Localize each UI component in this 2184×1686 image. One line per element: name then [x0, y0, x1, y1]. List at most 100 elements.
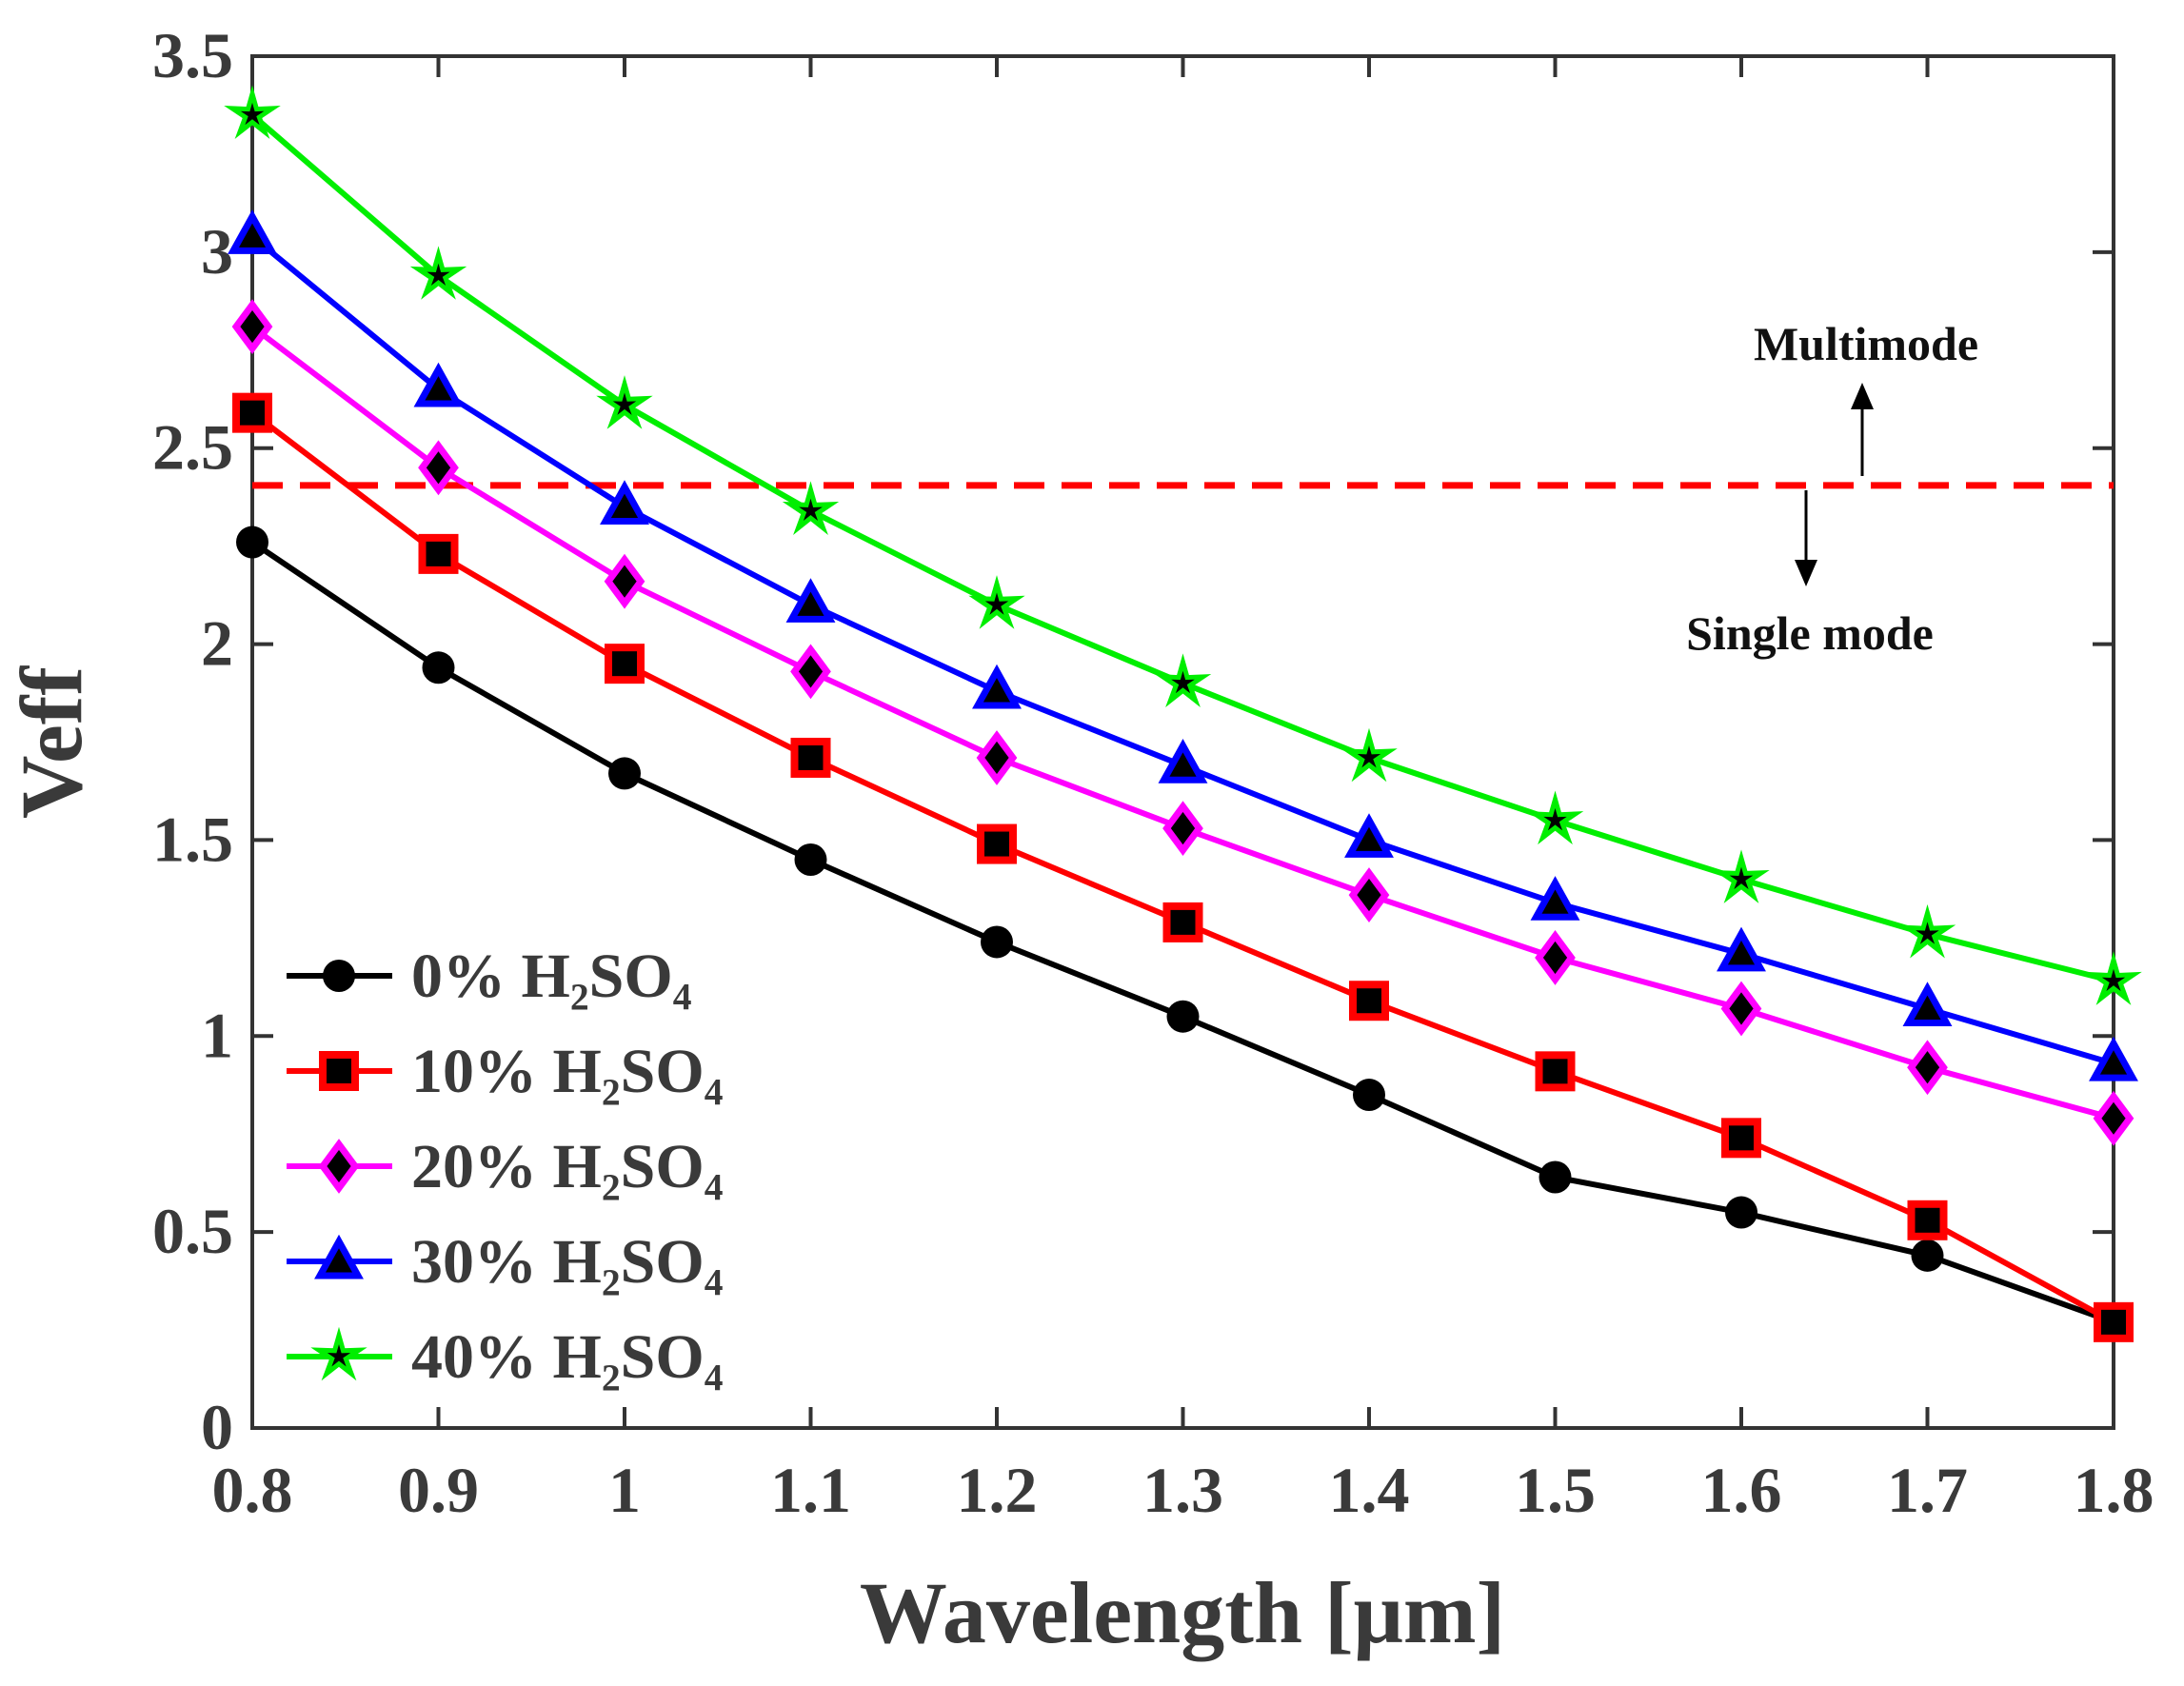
- diamond-marker: [418, 440, 459, 496]
- x-axis-label: Wavelength [μm]: [860, 1564, 1505, 1661]
- diamond-marker: [1348, 867, 1390, 922]
- circle-marker: [794, 843, 827, 877]
- y-tick-label: 0.5: [152, 1195, 233, 1267]
- series-0: [236, 526, 2130, 1339]
- single-mode-label: Single mode: [1686, 606, 1934, 660]
- diamond-marker: [976, 730, 1018, 785]
- legend-label: 20% H₂SO₄: [411, 1132, 724, 1201]
- x-tick-label: 0.9: [398, 1454, 479, 1526]
- square-marker: [1162, 902, 1203, 942]
- x-tick-label: 0.8: [212, 1454, 293, 1526]
- x-tick-label: 1.6: [1701, 1454, 1782, 1526]
- diamond-marker: [790, 644, 831, 700]
- series-1: [232, 392, 2134, 1342]
- star-marker: [310, 1326, 367, 1381]
- triangle-marker: [413, 362, 464, 407]
- triangle-marker: [228, 209, 277, 254]
- circle-marker: [1911, 1239, 1944, 1272]
- legend-item: 30% H₂SO₄: [287, 1227, 724, 1297]
- square-marker: [2094, 1301, 2134, 1342]
- circle-marker: [422, 651, 455, 684]
- circle-marker: [236, 526, 268, 559]
- y-tick-label: 0: [201, 1391, 233, 1463]
- square-marker: [605, 644, 645, 684]
- triangle-marker: [1902, 982, 1953, 1026]
- triangle-marker: [785, 578, 836, 623]
- triangle-marker: [314, 1234, 364, 1279]
- circle-marker: [1166, 1000, 1200, 1033]
- diamond-marker: [1907, 1040, 1948, 1096]
- x-tick-label: 1.8: [2074, 1454, 2154, 1526]
- diamond-marker: [318, 1139, 360, 1194]
- y-tick-label: 1: [201, 999, 233, 1071]
- x-tick-label: 1.2: [957, 1454, 1038, 1526]
- legend: 0% H₂SO₄ 10% H₂SO₄ 20% H₂SO₄ 30% H₂SO₄ 40% H…: [287, 942, 724, 1392]
- square-marker: [1349, 981, 1389, 1022]
- square-marker: [319, 1051, 359, 1091]
- star-marker: [1526, 790, 1584, 845]
- star-marker: [968, 575, 1025, 629]
- star-marker: [1713, 849, 1770, 903]
- circle-marker: [1539, 1160, 1572, 1194]
- circle-marker: [1353, 1079, 1385, 1112]
- y-tick-label: 2.5: [152, 411, 233, 484]
- triangle-marker: [2089, 1036, 2138, 1081]
- diamond-marker: [1162, 801, 1203, 856]
- triangle-marker: [1158, 738, 1208, 783]
- circle-marker: [1725, 1196, 1757, 1229]
- series-4: [224, 85, 2142, 1005]
- diamond-marker: [231, 299, 273, 354]
- arrow-down-icon: [1795, 490, 1817, 586]
- y-tick-label: 3: [201, 215, 233, 288]
- star-marker: [409, 246, 467, 300]
- square-marker: [1721, 1118, 1761, 1159]
- triangle-marker: [600, 480, 649, 525]
- diamond-marker: [604, 553, 645, 609]
- star-marker: [2085, 951, 2142, 1005]
- arrow-up-icon: [1851, 383, 1874, 476]
- x-tick-label: 1.1: [770, 1454, 851, 1526]
- star-marker: [1154, 653, 1212, 708]
- axes: 0.8 0.9 1 1.1 1.2 1.3 1.4 1.5 1.6 1.7 1.8 0 0.5 1 1.5 2…: [152, 19, 2154, 1526]
- legend-item: 10% H₂SO₄: [287, 1037, 724, 1106]
- diamond-marker: [1535, 930, 1576, 985]
- square-marker: [790, 737, 831, 778]
- series-3: [228, 209, 2138, 1081]
- y-tick-label: 2: [201, 607, 233, 680]
- legend-label: 10% H₂SO₄: [411, 1037, 724, 1106]
- star-marker: [782, 481, 840, 535]
- diamond-marker: [2093, 1090, 2134, 1146]
- diamond-marker: [1720, 981, 1762, 1037]
- legend-item: 20% H₂SO₄: [287, 1132, 724, 1201]
- x-tick-label: 1.4: [1329, 1454, 1410, 1526]
- legend-label: 0% H₂SO₄: [411, 942, 692, 1011]
- star-marker: [1898, 903, 1956, 959]
- square-marker: [232, 392, 272, 433]
- square-marker: [1535, 1051, 1576, 1092]
- circle-marker: [323, 960, 355, 992]
- x-tick-label: 1: [608, 1454, 641, 1526]
- x-tick-label: 1.7: [1887, 1454, 1968, 1526]
- series-2: [231, 299, 2134, 1146]
- series-group: [224, 85, 2142, 1342]
- star-marker: [596, 375, 653, 429]
- square-marker: [1907, 1200, 1948, 1240]
- square-marker: [977, 823, 1017, 864]
- triangle-marker: [1344, 813, 1394, 858]
- y-tick-label: 3.5: [152, 19, 233, 91]
- circle-marker: [608, 757, 641, 790]
- x-tick-label: 1.3: [1142, 1454, 1223, 1526]
- multimode-label: Multimode: [1754, 317, 1978, 370]
- square-marker: [418, 533, 459, 574]
- circle-marker: [981, 925, 1013, 959]
- legend-item: 0% H₂SO₄: [287, 942, 692, 1011]
- legend-label: 30% H₂SO₄: [411, 1227, 724, 1297]
- triangle-marker: [1530, 876, 1580, 921]
- legend-label: 40% H₂SO₄: [411, 1322, 724, 1392]
- y-axis-label: Veff: [3, 665, 100, 819]
- triangle-marker: [1717, 926, 1766, 972]
- star-marker: [1340, 727, 1398, 783]
- x-tick-label: 1.5: [1515, 1454, 1596, 1526]
- y-tick-label: 1.5: [152, 803, 233, 875]
